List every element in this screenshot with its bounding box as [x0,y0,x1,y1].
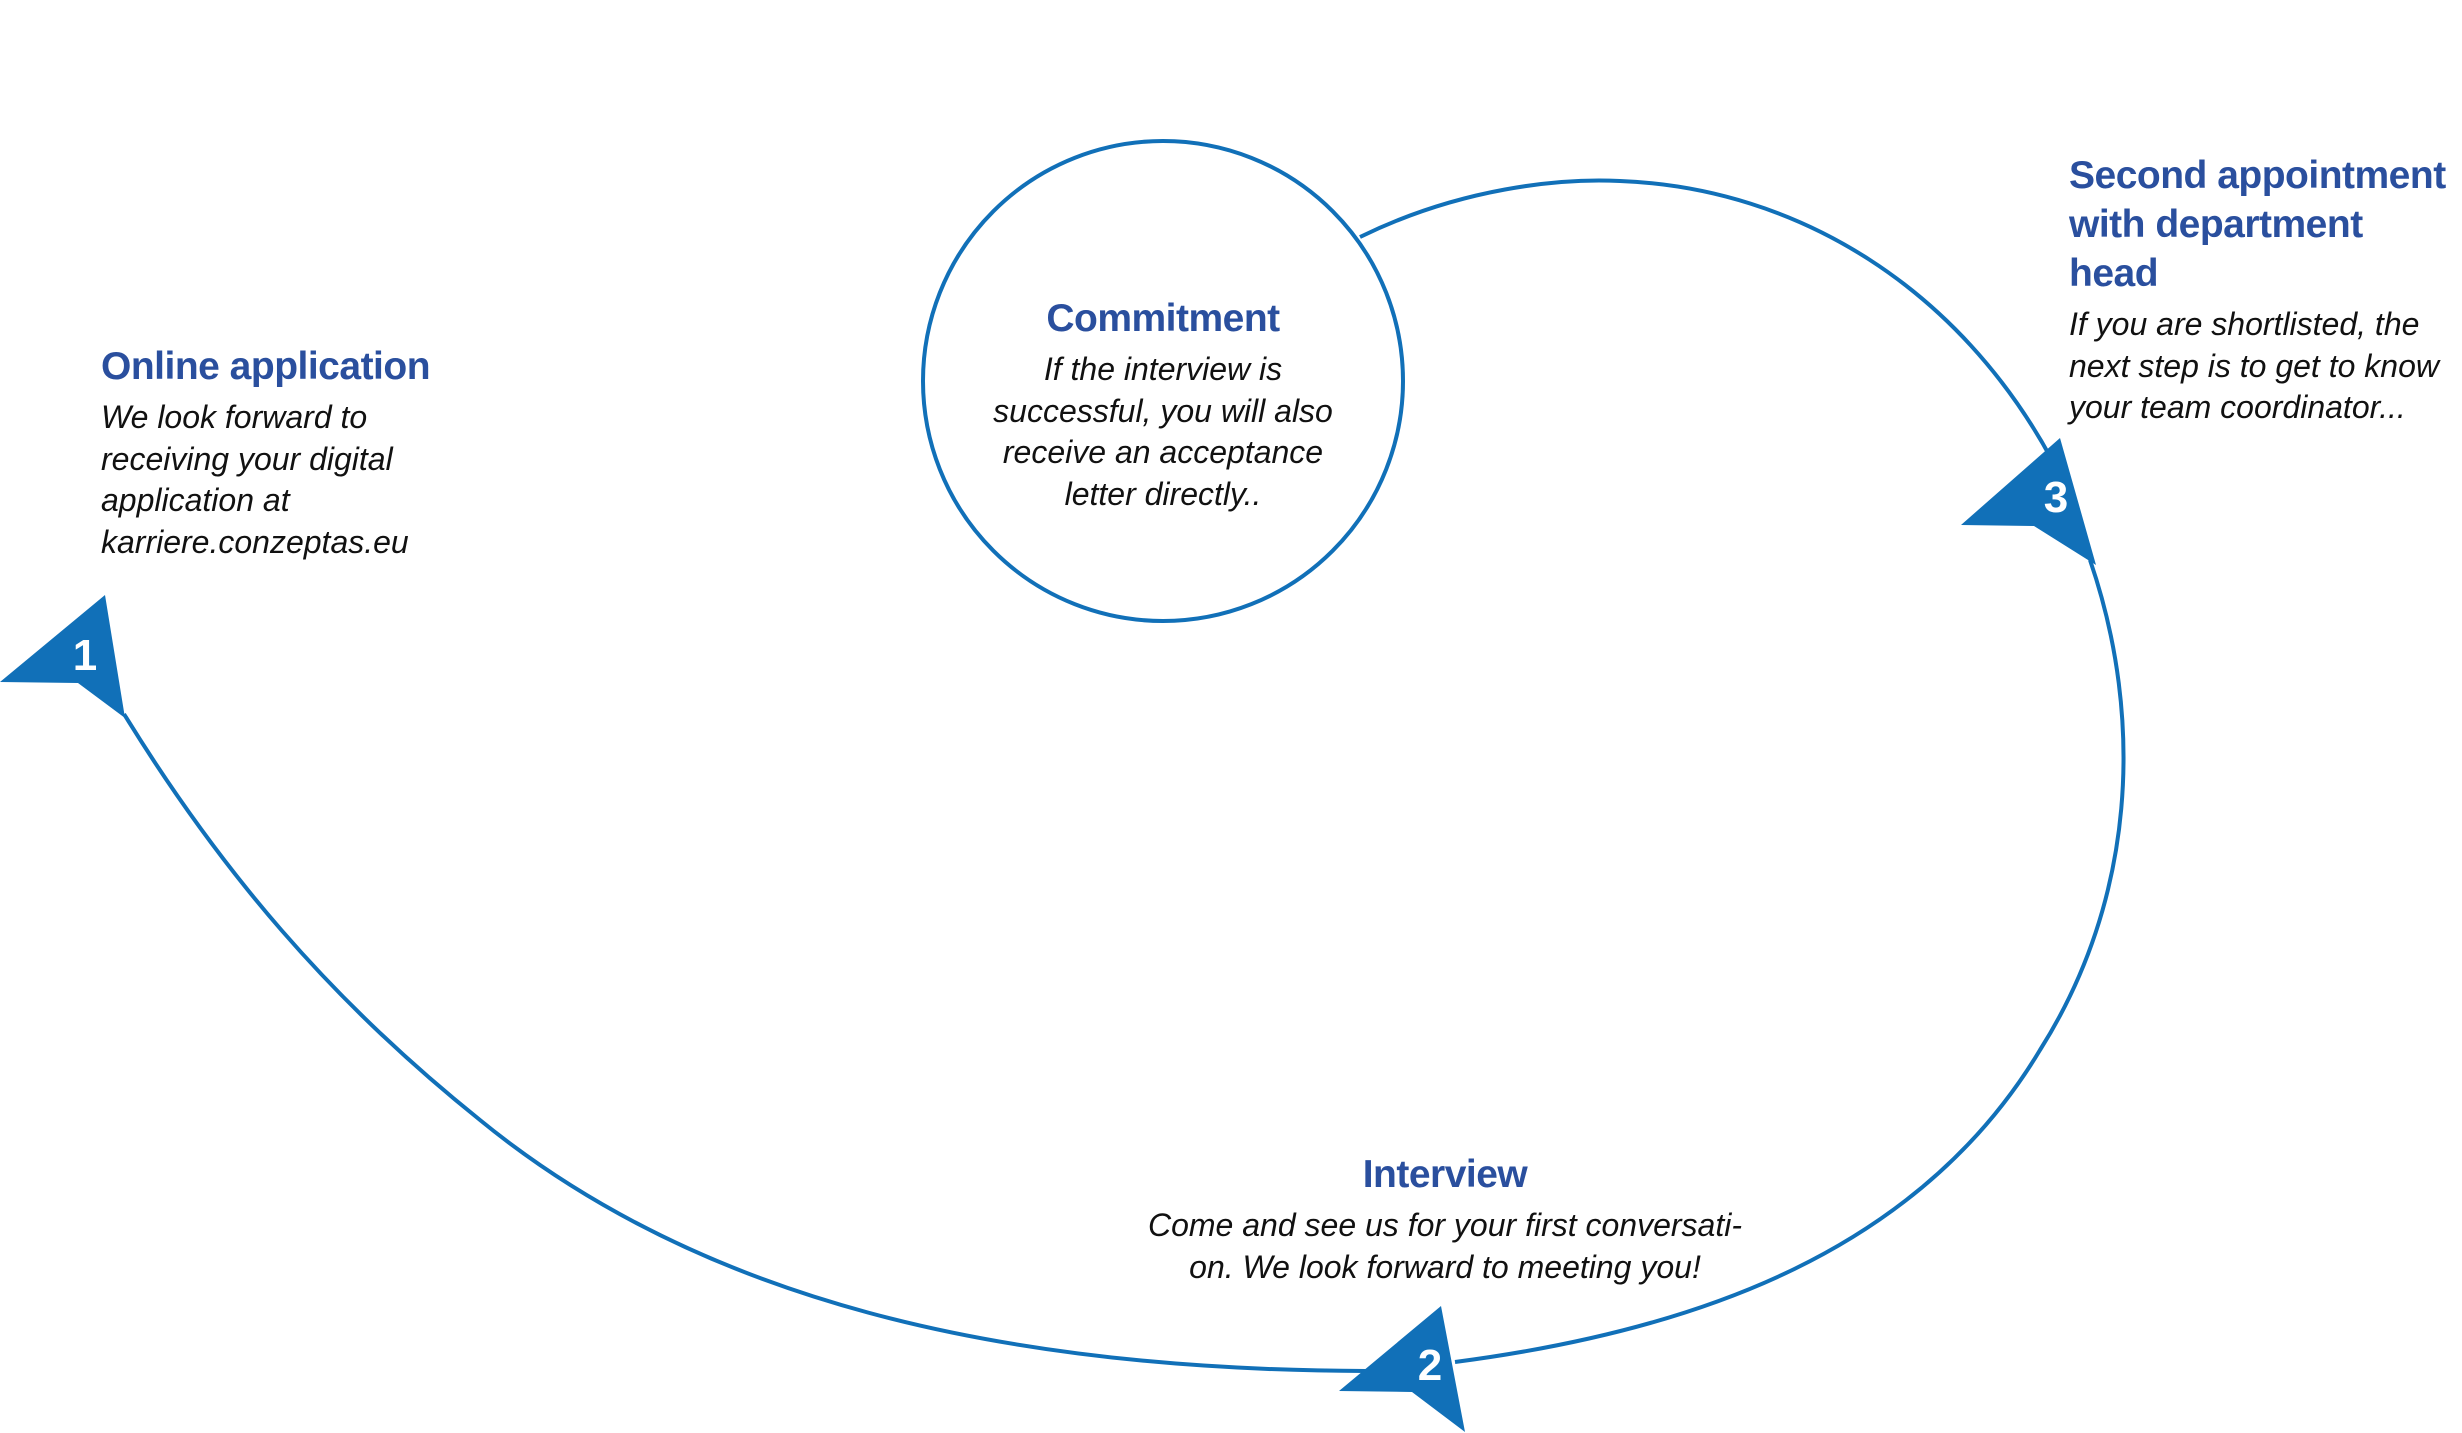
commitment-circle [921,139,1405,623]
step-3-second-appointment: Second appointment with department head … [2069,151,2462,429]
step-2-interview: Interview Come and see us for your first… [1095,1150,1795,1288]
step-2-title: Interview [1362,1153,1528,1196]
arrow-1-icon [0,595,125,718]
commitment-text: If the interview is successful, you will… [993,351,1333,512]
step-2-text: Come and see us for your first conversat… [1147,1207,1742,1285]
step-3-title: Second appointment with department head [2069,154,2446,295]
step-3-text: If you are shortlisted, the next step is… [2069,306,2439,425]
step-3-number: 3 [2044,473,2068,522]
arrow-3-icon [1961,438,2096,565]
connector-step2-to-step1 [122,712,1367,1373]
step-1-marker: 1 [0,595,125,718]
commitment-block: Commitment If the interview is successfu… [963,294,1363,515]
step-1-number: 1 [73,631,97,680]
step-2-number: 2 [1418,1341,1442,1390]
arrow-2-icon [1339,1306,1465,1432]
step-1-title: Online application [101,345,431,388]
connector-step3-to-step2 [1454,559,2126,1364]
connector-commitment-to-step3 [1359,178,2054,461]
step-1-text: We look forward to receiving your digita… [101,399,409,560]
step-1-online-application: Online application We look forward to re… [101,342,431,563]
step-3-marker: 3 [1961,438,2096,565]
commitment-title: Commitment [1046,297,1280,340]
step-2-marker: 2 [1339,1306,1465,1432]
